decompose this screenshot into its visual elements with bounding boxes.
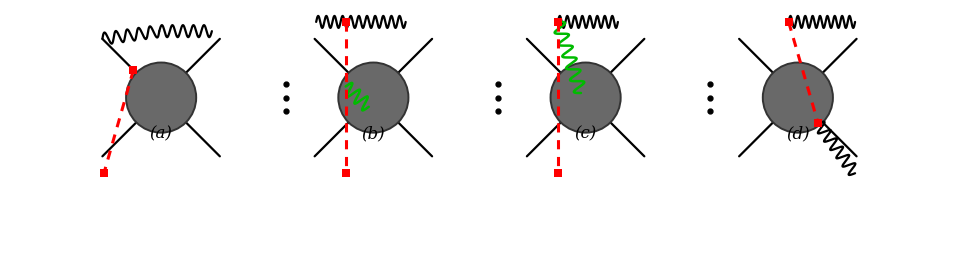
Circle shape — [126, 62, 197, 133]
Text: (b): (b) — [362, 125, 386, 142]
Circle shape — [550, 62, 621, 133]
Circle shape — [763, 62, 833, 133]
Text: (c): (c) — [575, 125, 597, 142]
Circle shape — [338, 62, 409, 133]
Text: (a): (a) — [149, 125, 173, 142]
Text: (d): (d) — [786, 125, 810, 142]
